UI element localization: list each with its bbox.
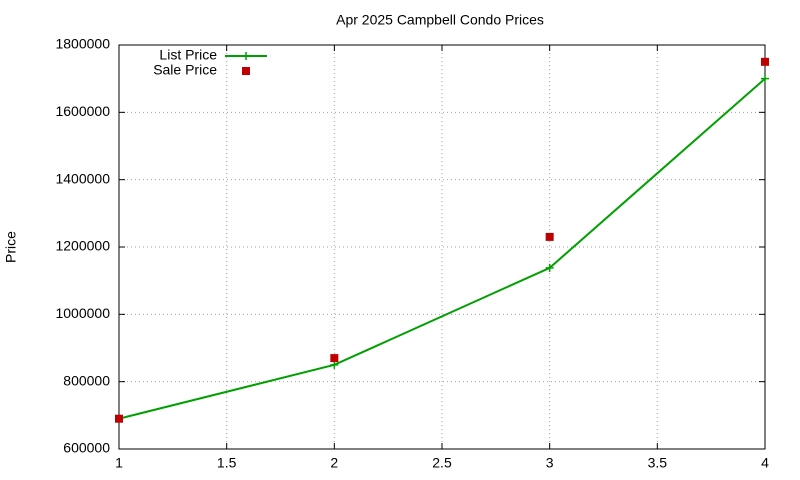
point — [761, 74, 769, 83]
legend-label: List Price — [159, 47, 217, 63]
y-tick-label: 1000000 — [55, 305, 110, 321]
x-tick-label: 1.5 — [217, 455, 237, 471]
legend-marker — [242, 52, 250, 60]
point — [545, 263, 554, 272]
y-tick-label: 1200000 — [55, 238, 110, 254]
y-tick-label: 1600000 — [55, 103, 110, 119]
point — [330, 354, 339, 363]
x-tick-label: 3 — [546, 455, 554, 471]
y-axis-label: Price — [3, 231, 19, 263]
y-tick-label: 1400000 — [55, 170, 110, 186]
x-tick-label: 3.5 — [648, 455, 668, 471]
point — [330, 360, 339, 369]
x-tick-label: 2 — [330, 455, 338, 471]
legend-marker — [242, 67, 250, 75]
y-tick-label: 800000 — [63, 372, 110, 388]
point — [761, 57, 769, 66]
series-line — [118, 77, 766, 420]
point — [115, 414, 123, 423]
point — [545, 232, 554, 241]
chart-title: Apr 2025 Campbell Condo Prices — [336, 12, 544, 28]
x-tick-label: 2.5 — [432, 455, 452, 471]
x-tick-label: 4 — [761, 455, 769, 471]
x-tick-label: 1 — [115, 455, 123, 471]
y-tick-label: 1800000 — [55, 36, 110, 52]
y-tick-label: 600000 — [63, 440, 110, 456]
plot-frame — [118, 44, 766, 450]
legend-label: Sale Price — [153, 62, 217, 78]
